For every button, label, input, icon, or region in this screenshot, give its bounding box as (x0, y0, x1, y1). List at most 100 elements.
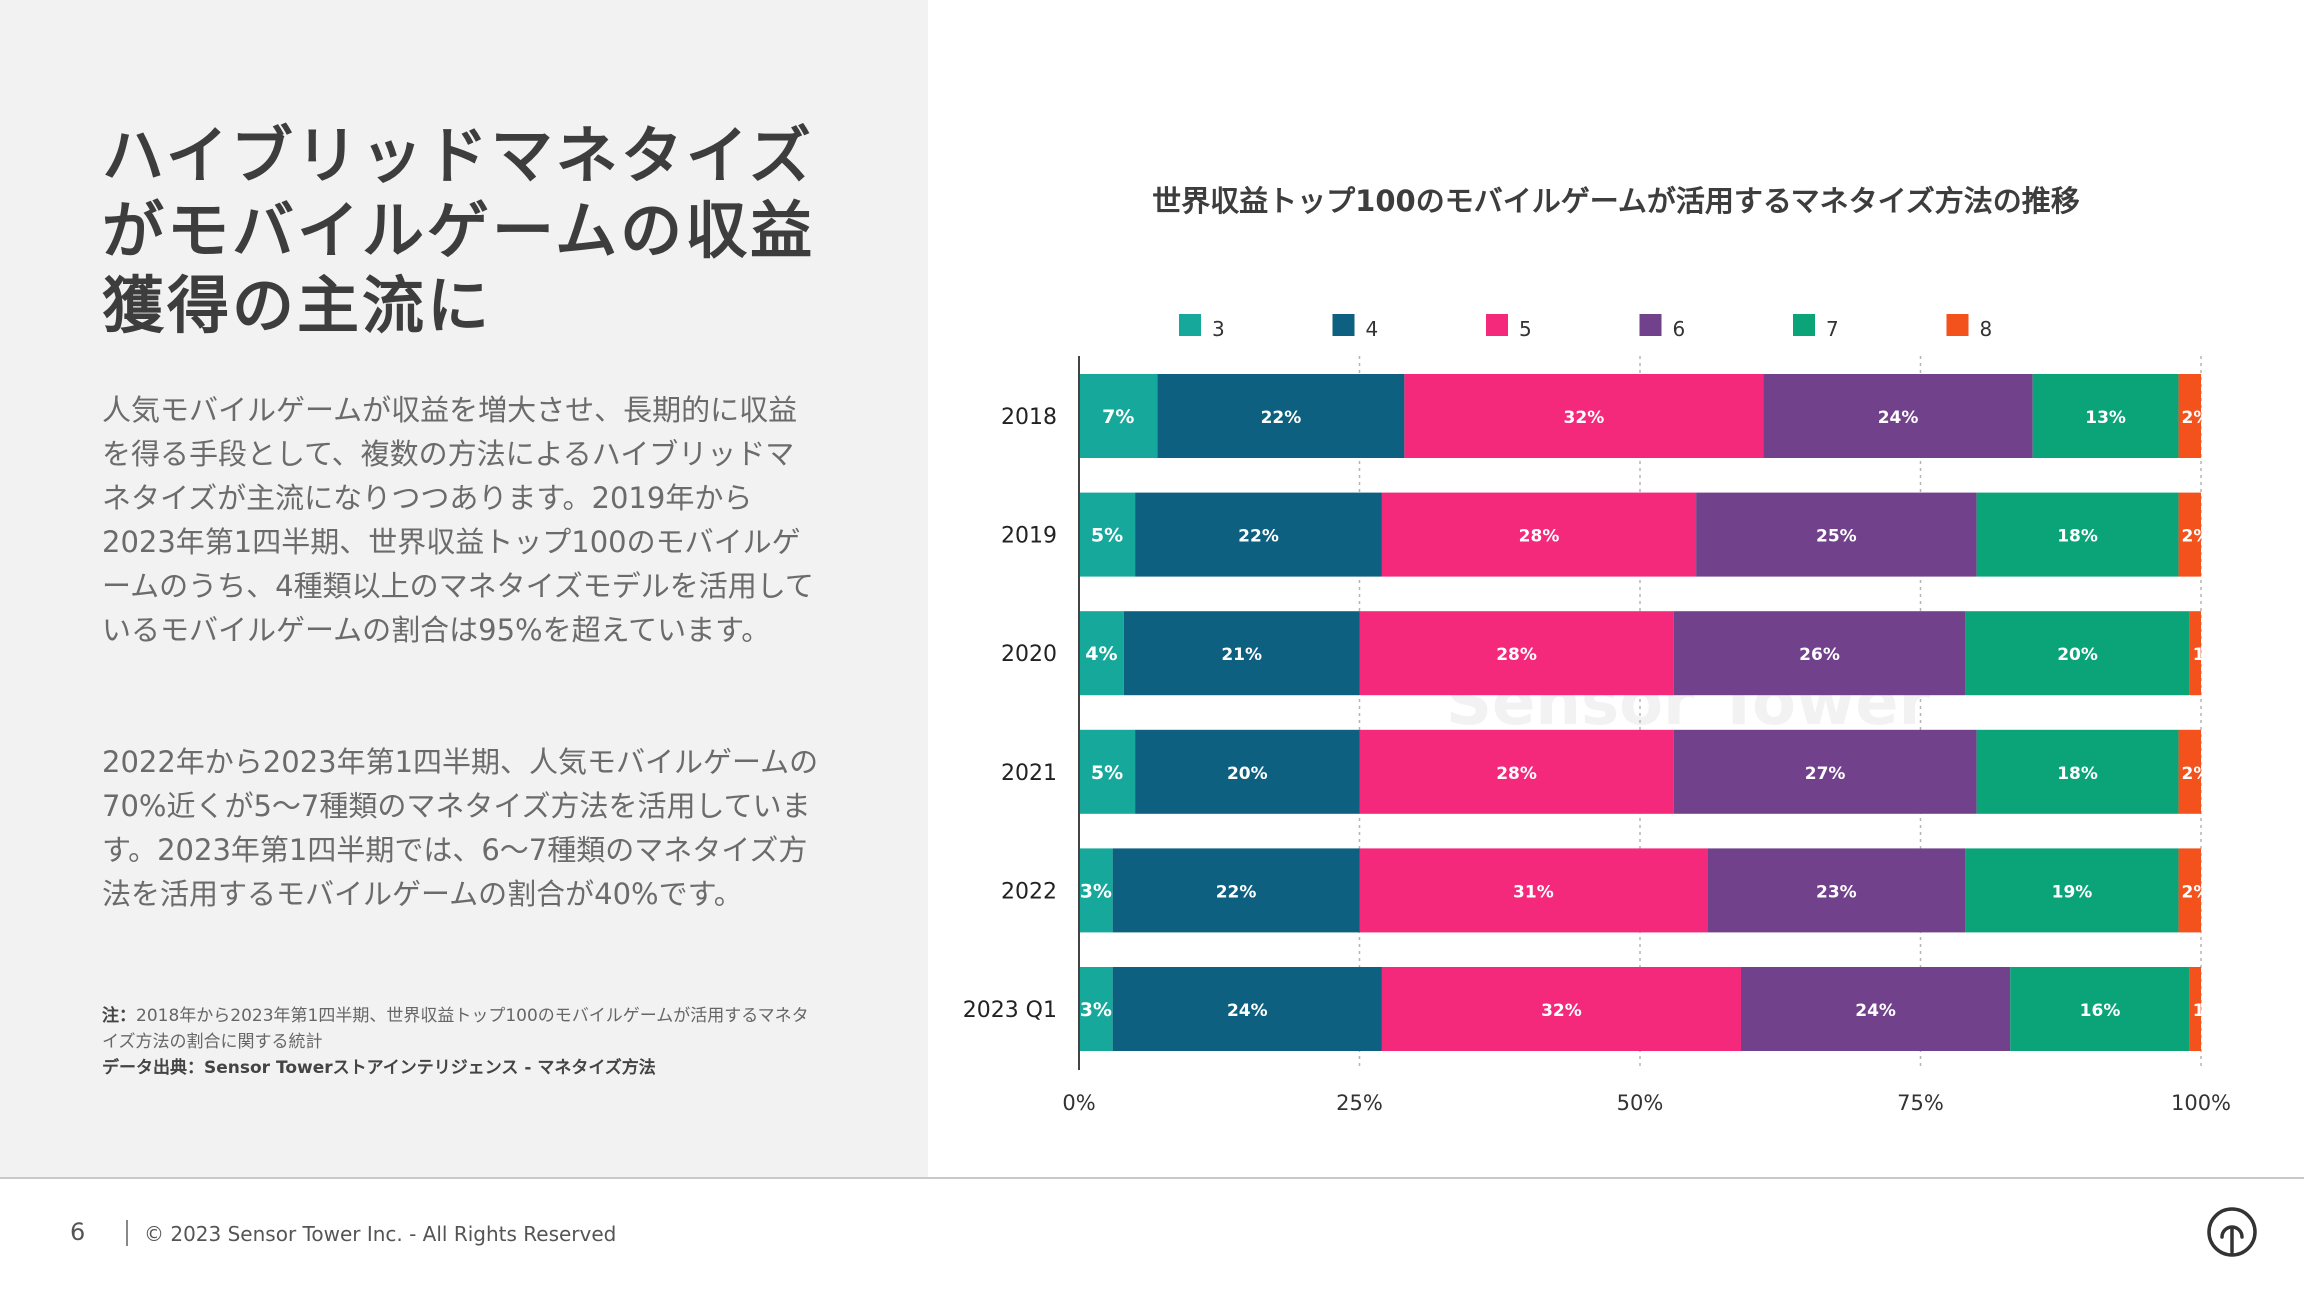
bar-segment-6 (1763, 374, 2033, 458)
bar-data-label: 24% (1878, 408, 1919, 428)
bar-data-label: 28% (1519, 527, 1560, 547)
bar-data-label: 4% (1085, 643, 1117, 665)
bar-segment-8 (2189, 967, 2201, 1051)
body-paragraph-2: 2022年から2023年第1四半期、人気モバイルゲームの70%近くが5〜7種類の… (102, 745, 819, 911)
x-tick-label: 100% (2171, 1091, 2231, 1115)
chart-note: 注：2018年から2023年第1四半期、世界収益トップ100のモバイルゲームが活… (102, 1003, 822, 1055)
bar-segment-8 (2189, 611, 2201, 696)
legend-label: 6 (1673, 317, 1686, 341)
bar-segment-6 (1707, 848, 1966, 933)
note-label: 注： (102, 1006, 136, 1026)
bar-segment-8 (2178, 492, 2201, 577)
bar-data-label: 3% (1080, 999, 1112, 1021)
bar-data-label: 32% (1564, 408, 1605, 428)
bar-segment-7 (1976, 492, 2179, 577)
bar-data-label: 22% (1238, 527, 1279, 547)
sensor-tower-logo-icon (2207, 1207, 2257, 1257)
bar-data-label: 3% (1080, 880, 1112, 902)
legend-swatch-4 (1332, 314, 1355, 336)
bar-data-label: 20% (2057, 645, 2098, 665)
bar-segment-5 (1381, 492, 1697, 577)
bar-segment-4 (1135, 492, 1382, 577)
bar-data-label: 2% (2182, 882, 2211, 902)
bar-segment-3 (1079, 967, 1113, 1051)
bar-data-label: 13% (2085, 408, 2126, 428)
bar-data-label: 32% (1541, 1001, 1582, 1021)
bar-data-label: 28% (1496, 764, 1537, 784)
note-text: 2018年から2023年第1四半期、世界収益トップ100のモバイルゲームが活用す… (102, 1006, 809, 1052)
legend-swatch-8 (1946, 314, 1969, 336)
bar-segment-3 (1079, 848, 1113, 933)
data-source: データ出典：Sensor Towerストアインテリジェンス - マネタイズ方法 (102, 1058, 656, 1078)
legend-swatch-5 (1486, 314, 1508, 336)
bar-segment-4 (1135, 729, 1360, 814)
bar-segment-6 (1740, 967, 2011, 1051)
bar-segment-4 (1112, 967, 1382, 1051)
bar-segment-5 (1359, 729, 1674, 814)
bar-segment-7 (2032, 374, 2179, 458)
bar-segment-8 (2178, 848, 2201, 933)
left-panel (0, 0, 928, 1178)
bar-data-label: 1 (2193, 645, 2205, 665)
bar-segment-4 (1112, 848, 1360, 933)
bar-segment-6 (1673, 729, 1977, 814)
body-paragraph-1: 人気モバイルゲームが収益を増大させ、長期的に収益を得る手段として、複数の方法によ… (102, 393, 814, 647)
category-label: 2019 (1001, 524, 1057, 549)
category-label: 2020 (1001, 642, 1057, 667)
bar-segment-6 (1696, 492, 1977, 577)
bar-segment-8 (2178, 374, 2201, 458)
x-tick-label: 75% (1897, 1091, 1944, 1115)
bar-segment-3 (1079, 729, 1136, 814)
legend-label: 8 (1980, 317, 1993, 341)
bar-data-label: 23% (1816, 882, 1857, 902)
legend-label: 7 (1826, 317, 1839, 341)
legend-label: 5 (1519, 317, 1532, 341)
bar-data-label: 2% (2182, 764, 2211, 784)
bar-segment-3 (1079, 374, 1158, 458)
bar-data-label: 18% (2057, 764, 2098, 784)
bar-data-label: 31% (1513, 882, 1554, 902)
bar-segment-3 (1079, 492, 1136, 577)
bar-data-label: 22% (1261, 408, 1302, 428)
bar-segment-4 (1157, 374, 1405, 458)
copyright-text: © 2023 Sensor Tower Inc. - All Rights Re… (144, 1222, 617, 1246)
bar-segment-7 (1976, 729, 2179, 814)
footer-divider (0, 1177, 2304, 1179)
x-tick-label: 25% (1336, 1091, 1383, 1115)
bar-data-label: 20% (1227, 764, 1268, 784)
legend-swatch-7 (1793, 314, 1815, 336)
bar-segment-5 (1381, 967, 1741, 1051)
bar-segment-6 (1673, 611, 1966, 696)
bar-segment-7 (1965, 611, 2190, 696)
chart-title: 世界収益トップ100のモバイルゲームが活用するマネタイズ方法の推移 (1152, 184, 2080, 218)
category-label: 2021 (1001, 761, 1057, 786)
bar-data-label: 24% (1855, 1001, 1896, 1021)
bar-data-label: 21% (1221, 645, 1262, 665)
bar-data-label: 26% (1799, 645, 1840, 665)
bar-segment-3 (1079, 611, 1124, 696)
bar-segment-5 (1359, 848, 1708, 933)
category-label: 2018 (1001, 405, 1057, 430)
legend-label: 4 (1366, 317, 1379, 341)
x-tick-label: 0% (1062, 1091, 1095, 1115)
footer-separator (126, 1220, 128, 1246)
bar-data-label: 2% (2182, 408, 2211, 428)
category-label: 2022 (1001, 879, 1057, 904)
legend-label: 3 (1212, 317, 1225, 341)
bar-segment-4 (1123, 611, 1360, 696)
bar-data-label: 2% (2182, 527, 2211, 547)
bar-segment-5 (1359, 611, 1674, 696)
category-label: 2023 Q1 (963, 998, 1057, 1023)
bar-data-label: 27% (1805, 764, 1846, 784)
bar-data-label: 28% (1496, 645, 1537, 665)
bar-segment-7 (2010, 967, 2190, 1051)
legend-swatch-3 (1179, 314, 1201, 336)
bar-data-label: 25% (1816, 527, 1857, 547)
bar-data-label: 16% (2080, 1001, 2121, 1021)
bar-segment-5 (1404, 374, 1764, 458)
bar-data-label: 1 (2193, 1001, 2205, 1021)
page-number: 6 (70, 1218, 86, 1246)
bar-segment-8 (2178, 729, 2201, 814)
bar-data-label: 7% (1102, 406, 1134, 428)
